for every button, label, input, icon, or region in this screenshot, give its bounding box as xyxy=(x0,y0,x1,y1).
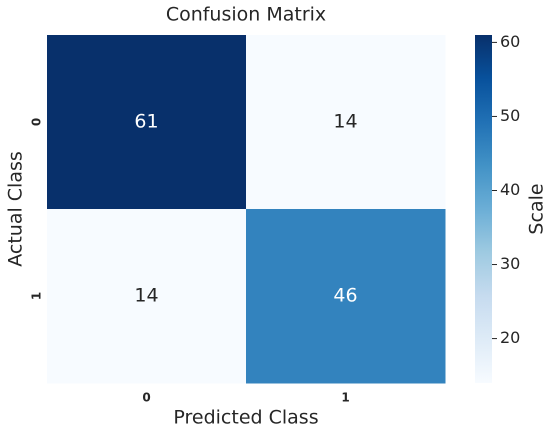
colorbar-tick-label: 50 xyxy=(500,106,520,125)
heatmap-cell xyxy=(246,35,446,210)
cell-label: 61 xyxy=(134,111,158,133)
y-tick-label: 1 xyxy=(30,292,44,300)
colorbar-tick-label: 40 xyxy=(500,180,520,199)
heatmap-cell xyxy=(246,209,446,384)
colorbar-tick-label: 60 xyxy=(500,32,520,51)
y-tick-label: 0 xyxy=(30,118,44,126)
chart-title: Confusion Matrix xyxy=(166,4,326,26)
x-tick-label: 0 xyxy=(142,391,150,405)
heatmap-cell xyxy=(47,209,247,384)
y-axis-label: Actual Class xyxy=(5,151,27,267)
cell-label: 14 xyxy=(134,285,158,307)
heatmap-cell xyxy=(47,35,247,210)
cell-label: 14 xyxy=(333,111,357,133)
colorbar xyxy=(475,35,492,383)
colorbar-label: Scale xyxy=(526,183,548,234)
x-axis-label: Predicted Class xyxy=(173,407,318,429)
x-tick-label: 1 xyxy=(341,391,349,405)
colorbar-tick-label: 30 xyxy=(500,254,520,273)
cell-label: 46 xyxy=(333,285,357,307)
colorbar-tick-label: 20 xyxy=(500,328,520,347)
